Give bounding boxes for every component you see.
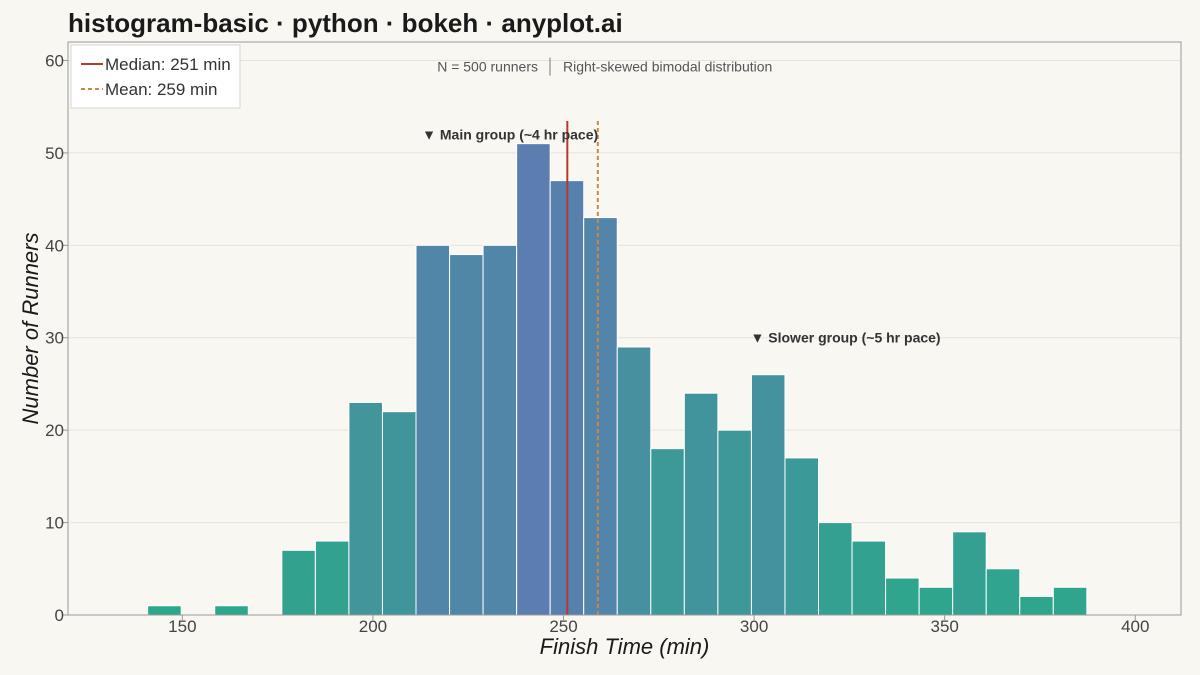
histogram-bar: [885, 577, 920, 616]
histogram-bar: [449, 254, 484, 616]
y-tick-label: 60: [45, 51, 64, 70]
annotations-layer: N = 500 runners Right-skewed bimodal dis…: [422, 57, 941, 346]
x-tick-label: 200: [359, 617, 387, 636]
legend-median-label: Median: 251 min: [105, 55, 231, 74]
legend-box: [70, 44, 241, 109]
histogram-bar: [1052, 586, 1088, 616]
y-axis-title: Number of Runners: [18, 233, 43, 425]
histogram-bar: [147, 605, 182, 616]
x-tick-label: 400: [1121, 617, 1149, 636]
histogram-bar: [214, 605, 249, 616]
histogram-bar: [918, 586, 954, 616]
histogram-bar: [1019, 596, 1054, 616]
histogram-bar: [482, 244, 518, 616]
histogram-bar: [784, 457, 820, 616]
legend-mean-label: Mean: 259 min: [105, 80, 217, 99]
plot-frame: [67, 41, 1182, 616]
histogram-bar: [415, 244, 451, 616]
y-tick-label: 10: [45, 514, 64, 533]
ticks-layer: 150 200 250 300 350 400 0 10 20 30 40 50 60: [45, 51, 1149, 636]
distribution-note: Right-skewed bimodal distribution: [563, 59, 772, 75]
histogram-bar: [314, 540, 350, 616]
histogram-bar: [650, 448, 685, 616]
histogram-bar: [683, 392, 719, 616]
x-tick-label: 300: [740, 617, 768, 636]
y-tick-label: 40: [45, 236, 64, 255]
y-tick-label: 50: [45, 144, 64, 163]
histogram-bar: [985, 568, 1021, 616]
histogram-bar: [750, 374, 786, 616]
annotation-main-group: ▼ Main group (~4 hr pace): [422, 126, 598, 142]
histogram-bar: [348, 401, 383, 616]
histogram-bar: [851, 540, 887, 616]
bars-layer: [147, 143, 1088, 616]
x-axis-title: Finish Time (min): [540, 634, 710, 659]
histogram-bar: [818, 522, 853, 616]
histogram-bar: [717, 429, 752, 616]
reference-lines-layer: [566, 121, 599, 615]
histogram-bar: [516, 143, 551, 616]
histogram-bar: [616, 346, 652, 616]
sample-size-note: N = 500 runners: [437, 59, 538, 75]
histogram-bar: [952, 531, 987, 616]
y-tick-label: 0: [55, 606, 64, 625]
histogram-bar: [583, 217, 618, 616]
x-tick-label: 250: [549, 617, 577, 636]
annotation-slower-group: ▼ Slower group (~5 hr pace): [751, 330, 941, 346]
y-tick-label: 30: [45, 329, 64, 348]
histogram-bar: [281, 549, 316, 616]
histogram-bar: [381, 411, 417, 616]
x-tick-label: 350: [930, 617, 958, 636]
legend: Median: 251 min Mean: 259 min: [70, 44, 241, 109]
x-tick-label: 150: [168, 617, 196, 636]
y-tick-label: 20: [45, 421, 64, 440]
chart-title: histogram-basic · python · bokeh · anypl…: [68, 8, 623, 38]
